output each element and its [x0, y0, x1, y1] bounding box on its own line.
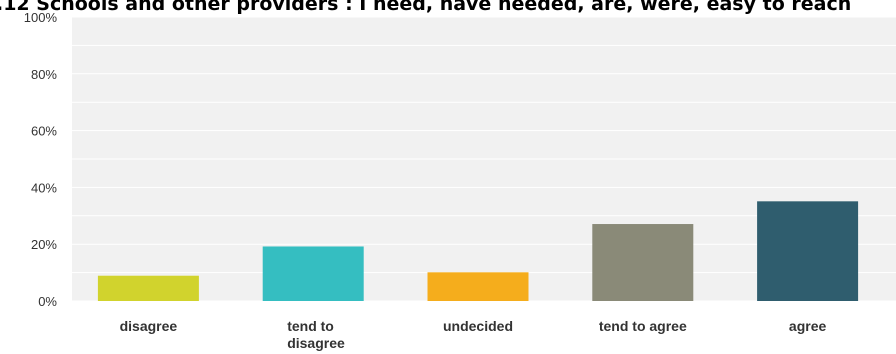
- bar-tend-to-disagree: [262, 246, 364, 301]
- bar-undecided: [427, 272, 529, 301]
- x-axis-labels: disagree tend to disagree undecided tend to …: [120, 318, 827, 351]
- y-tick-label: 40%: [31, 180, 57, 195]
- y-tick-label: 20%: [31, 237, 57, 252]
- x-category-label: disagree: [120, 318, 178, 334]
- y-tick-label: 0%: [38, 294, 57, 309]
- chart-title: Q 2.12 Schools and other providers : I n…: [0, 0, 852, 15]
- y-tick-label: 100%: [24, 10, 58, 25]
- x-category-label: tend to agree: [599, 318, 687, 334]
- x-category-label: agree: [789, 318, 827, 334]
- bar-agree: [757, 201, 859, 301]
- bars: [97, 201, 859, 301]
- bar-disagree: [97, 275, 199, 301]
- x-category-label: undecided: [443, 318, 513, 334]
- bar-tend-to-agree: [592, 224, 694, 301]
- y-axis-ticks: 0% 20% 40% 60% 80% 100%: [24, 10, 58, 309]
- y-tick-label: 80%: [31, 67, 57, 82]
- y-tick-label: 60%: [31, 124, 57, 139]
- x-category-label: tend to disagree: [287, 318, 345, 351]
